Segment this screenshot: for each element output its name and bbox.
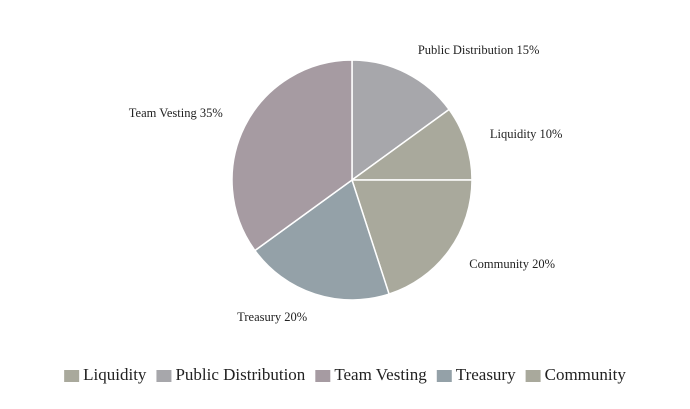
pie-slice bbox=[231, 59, 353, 252]
slice-label: Treasury 20% bbox=[237, 310, 307, 324]
pie-slice bbox=[350, 179, 473, 296]
slice-label: Community 20% bbox=[469, 257, 555, 271]
slice-label-value: 15% bbox=[516, 43, 539, 57]
legend-label: Team Vesting bbox=[334, 365, 427, 384]
legend-swatch bbox=[525, 370, 541, 382]
legend-swatch bbox=[315, 370, 331, 382]
slice-label: Liquidity 10% bbox=[490, 127, 563, 141]
legend-swatch bbox=[64, 370, 80, 382]
legend-swatch bbox=[156, 370, 172, 382]
pie-slice bbox=[351, 59, 451, 182]
slice-label-name: Treasury bbox=[237, 310, 282, 324]
slice-label: Public Distribution 15% bbox=[418, 43, 540, 57]
slice-label-value: 10% bbox=[540, 127, 563, 141]
legend-label: Liquidity bbox=[83, 365, 147, 384]
slice-label-value: 20% bbox=[284, 310, 307, 324]
slice-label-name: Community bbox=[469, 257, 529, 271]
legend-label: Community bbox=[545, 365, 627, 384]
legend: Liquidity Public Distribution Team Vesting… bbox=[64, 365, 626, 384]
legend-swatch bbox=[436, 370, 452, 382]
slice-label-name: Liquidity bbox=[490, 127, 537, 141]
legend-label: Treasury bbox=[456, 365, 516, 384]
legend-label: Public Distribution bbox=[175, 365, 305, 384]
pie-slice bbox=[253, 178, 391, 301]
pie-slice bbox=[349, 108, 473, 181]
slice-label-value: 20% bbox=[532, 257, 555, 271]
slice-label: Team Vesting 35% bbox=[129, 106, 223, 120]
slice-label-value: 35% bbox=[200, 106, 223, 120]
slice-label-name: Team Vesting bbox=[129, 106, 198, 120]
slice-label-name: Public Distribution bbox=[418, 43, 514, 57]
